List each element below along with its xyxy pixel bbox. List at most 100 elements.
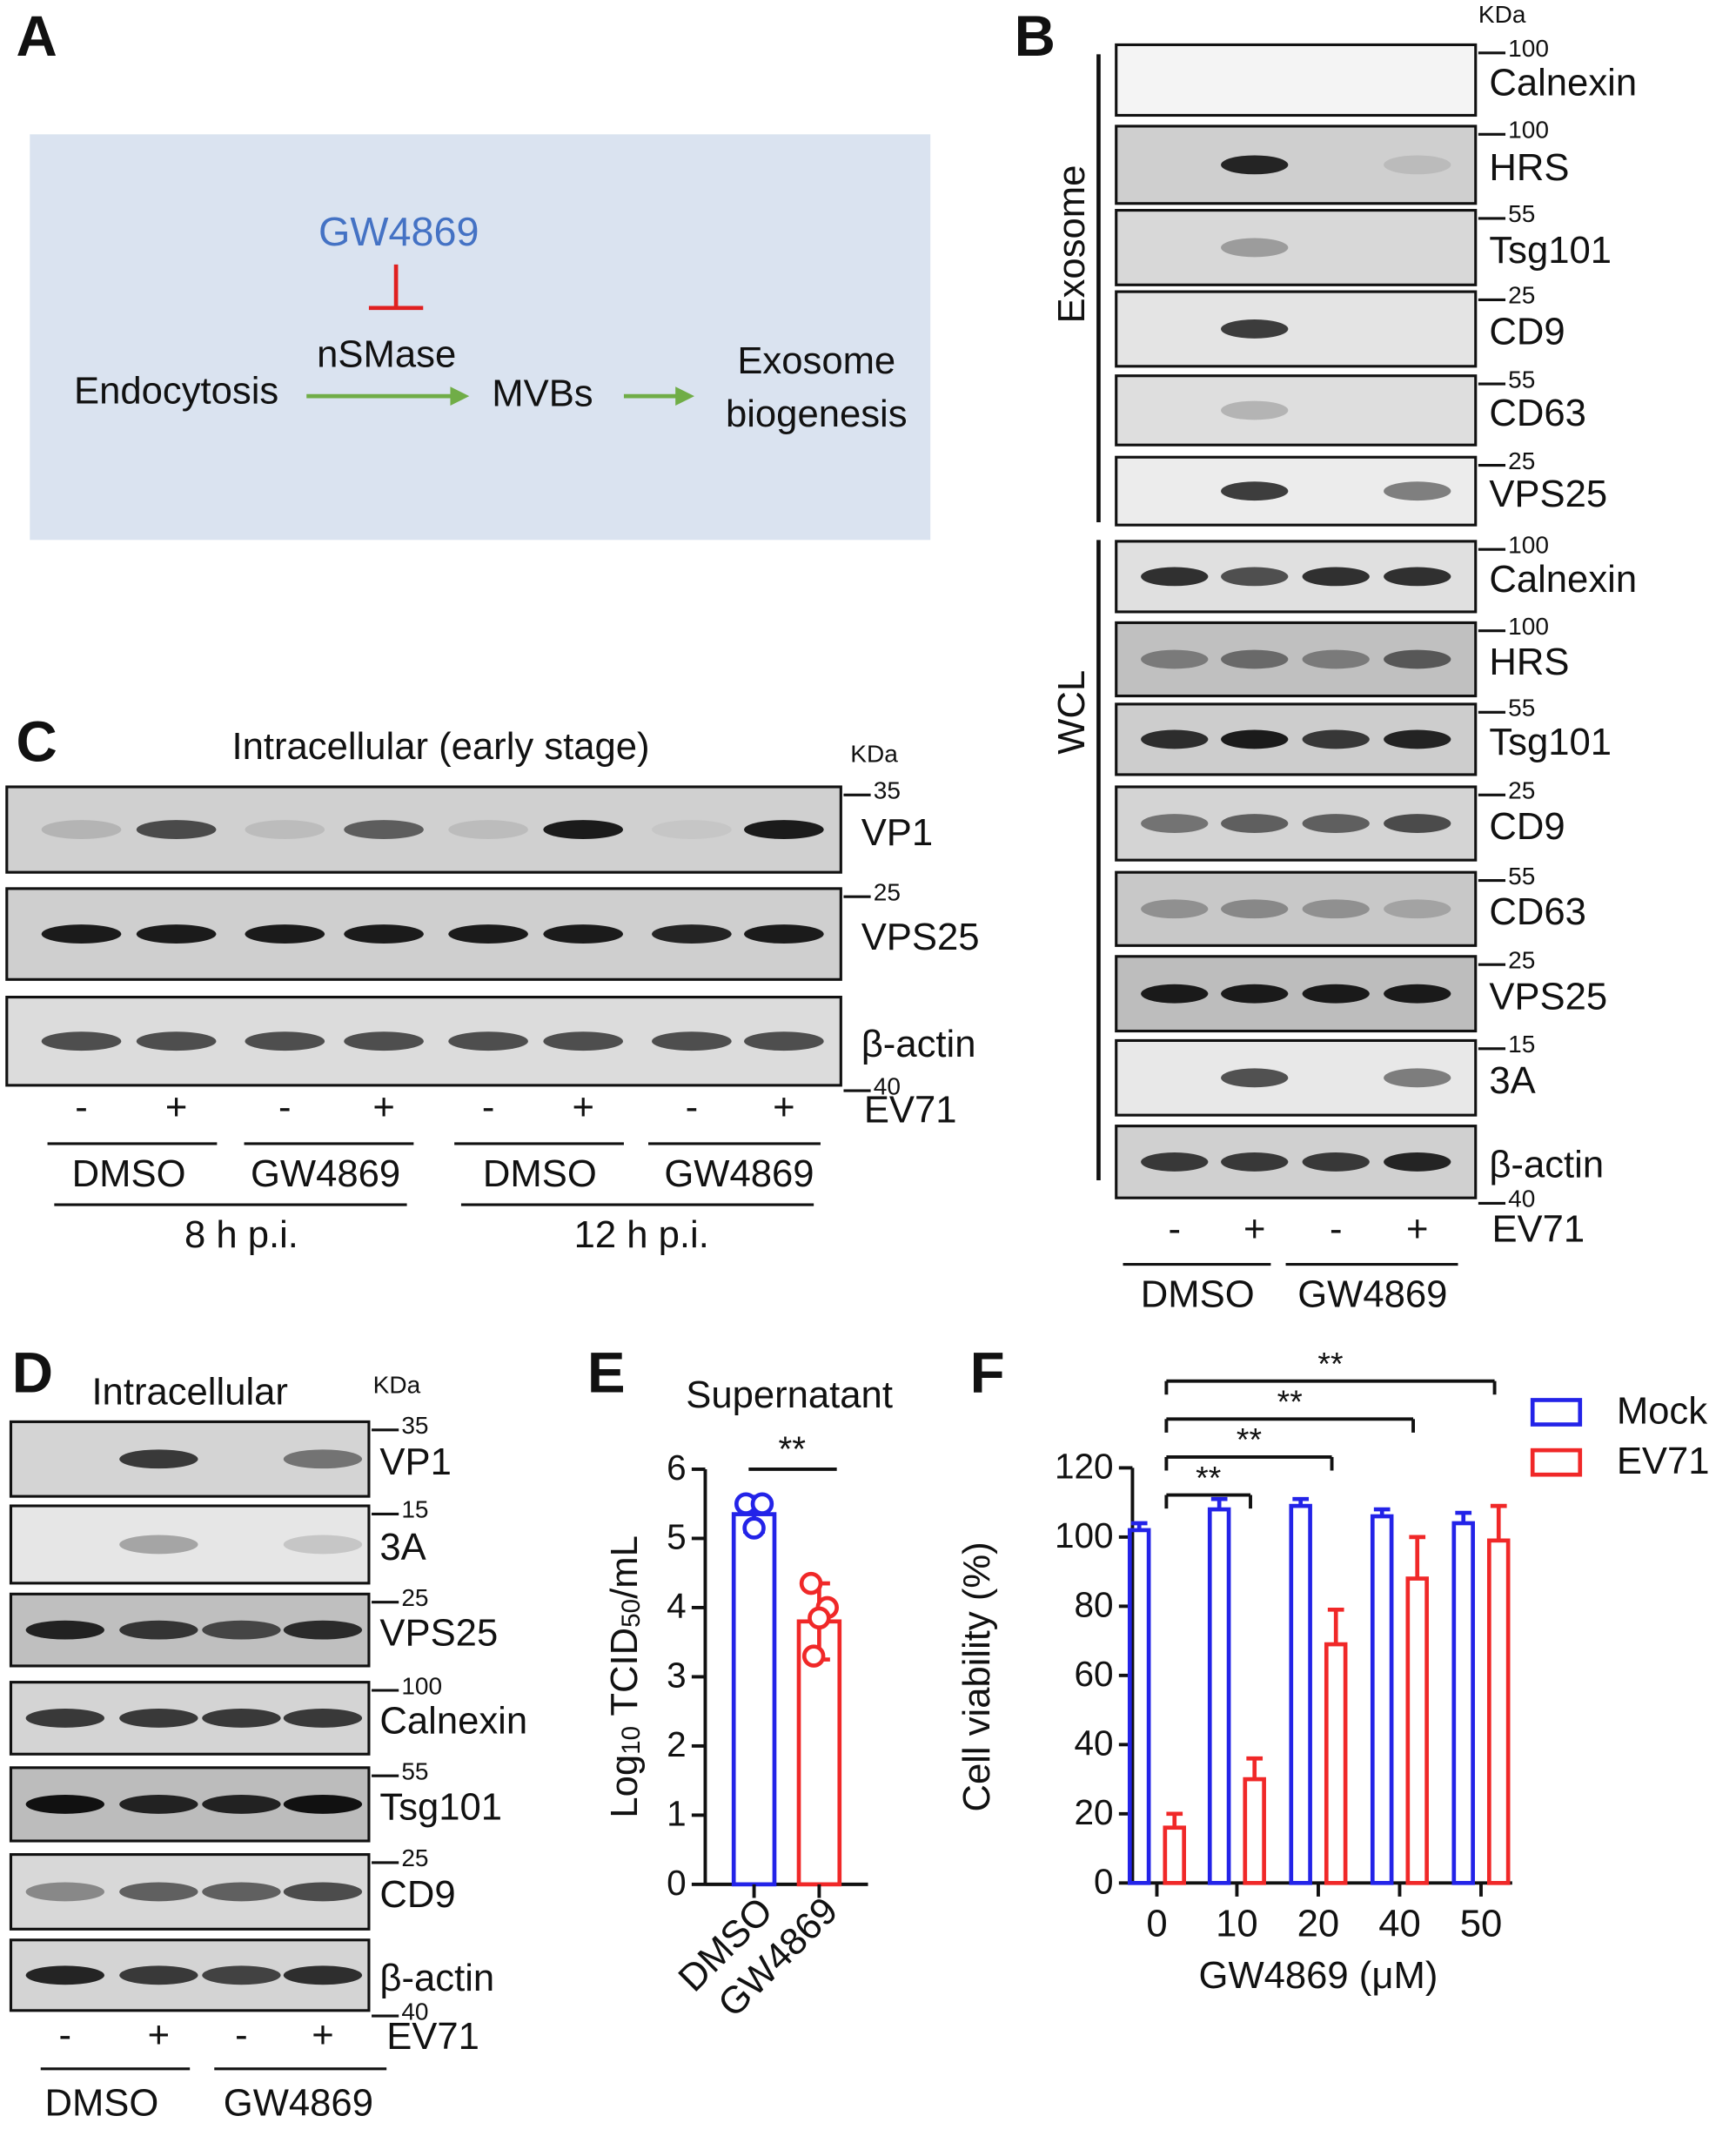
treatment: DMSO xyxy=(72,1152,186,1195)
band xyxy=(1302,899,1370,919)
marker-label: 100 xyxy=(1508,613,1549,640)
band xyxy=(1221,481,1289,501)
sign: - xyxy=(278,1085,292,1128)
band xyxy=(543,924,624,944)
x-tick-label: 20 xyxy=(1297,1903,1340,1945)
y-tick-label: 4 xyxy=(667,1586,687,1626)
x-tick-label: 0 xyxy=(1146,1903,1167,1945)
protein-label: CD9 xyxy=(379,1873,455,1916)
legend-label: Mock xyxy=(1617,1390,1707,1433)
band xyxy=(1221,400,1289,420)
band xyxy=(1141,1152,1209,1172)
protein-label: Calnexin xyxy=(379,1700,527,1743)
band xyxy=(1384,814,1451,833)
band xyxy=(1302,567,1370,587)
treatment: DMSO xyxy=(483,1152,597,1195)
protein-label: VP1 xyxy=(379,1441,451,1483)
band xyxy=(202,1965,281,1985)
band xyxy=(1221,984,1289,1004)
significance: ** xyxy=(1237,1421,1262,1458)
blot-strip xyxy=(9,1504,371,1585)
x-tick-label: 40 xyxy=(1378,1903,1421,1945)
bar xyxy=(1163,1825,1186,1885)
data-point xyxy=(801,1644,826,1668)
y-tick-label: 2 xyxy=(667,1724,687,1764)
step: MVBs xyxy=(492,373,593,415)
treatment: GW4869 xyxy=(1297,1273,1447,1316)
band xyxy=(41,924,122,944)
y-tick-label: 80 xyxy=(1075,1585,1114,1625)
marker-label: 15 xyxy=(401,1496,428,1523)
band xyxy=(1141,899,1209,919)
data-point xyxy=(799,1571,823,1595)
marker-label: 100 xyxy=(1508,35,1549,62)
band xyxy=(448,1031,528,1051)
band xyxy=(448,820,528,839)
band xyxy=(245,924,325,944)
sign: + xyxy=(312,2014,333,2057)
y-axis-label-part: 50 xyxy=(617,1599,646,1628)
y-tick-label: 40 xyxy=(1075,1723,1114,1763)
band xyxy=(1221,649,1289,669)
protein-label: VPS25 xyxy=(1489,473,1607,515)
marker-label: 100 xyxy=(1508,532,1549,559)
band xyxy=(1141,814,1209,833)
infection-label: EV71 xyxy=(864,1089,957,1132)
group-label: WCL xyxy=(1050,670,1093,755)
marker-label: 55 xyxy=(1508,695,1535,722)
protein-label: Calnexin xyxy=(1489,558,1637,601)
infection-label: EV71 xyxy=(1491,1208,1585,1251)
band xyxy=(136,1031,217,1051)
protein-label: VPS25 xyxy=(379,1611,498,1654)
y-tick-label: 120 xyxy=(1055,1447,1114,1487)
protein-label: CD9 xyxy=(1489,805,1565,848)
sign: - xyxy=(235,2014,248,2057)
protein-label: CD63 xyxy=(1489,890,1586,933)
bar xyxy=(1324,1642,1348,1885)
marker-label: 40 xyxy=(1508,1186,1535,1212)
treatment: DMSO xyxy=(1141,1273,1255,1316)
sign: - xyxy=(59,2014,72,2057)
x-tick-label: 50 xyxy=(1460,1903,1503,1945)
protein-label: 3A xyxy=(379,1526,426,1568)
panel-letter: C xyxy=(16,710,57,774)
bar xyxy=(1405,1576,1429,1885)
protein-label: Tsg101 xyxy=(1489,229,1612,272)
band xyxy=(652,924,732,944)
bar xyxy=(1289,1503,1312,1885)
sign: - xyxy=(1168,1208,1181,1251)
protein-label: HRS xyxy=(1489,641,1569,683)
y-tick-label: 3 xyxy=(667,1656,687,1696)
protein-label: HRS xyxy=(1489,146,1569,189)
blot-strip xyxy=(1115,209,1478,286)
group-label: Exosome xyxy=(1050,165,1093,324)
sign: + xyxy=(148,2014,170,2057)
band xyxy=(1302,1152,1370,1172)
band xyxy=(119,1449,198,1469)
band xyxy=(543,820,624,839)
step: biogenesis xyxy=(726,393,908,435)
legend-label: EV71 xyxy=(1617,1440,1710,1482)
blot-strip xyxy=(1115,870,1478,947)
band xyxy=(25,1882,104,1902)
unit: KDa xyxy=(373,1371,421,1398)
blot-title: Intracellular (early stage) xyxy=(232,725,650,768)
treatment: DMSO xyxy=(44,2081,158,2124)
significance: ** xyxy=(1277,1383,1303,1420)
marker-label: 25 xyxy=(401,1844,428,1871)
band xyxy=(202,1620,281,1640)
y-tick-label: 0 xyxy=(667,1863,687,1903)
data-point xyxy=(750,1492,774,1515)
treatment: GW4869 xyxy=(664,1152,814,1195)
sign: - xyxy=(1330,1208,1343,1251)
band xyxy=(1384,984,1451,1004)
bar xyxy=(731,1512,777,1887)
marker-label: 15 xyxy=(1508,1031,1535,1058)
y-axis-label: Cell viability (%) xyxy=(955,1542,998,1811)
band xyxy=(283,1709,363,1728)
band xyxy=(283,1620,363,1640)
sign: + xyxy=(572,1085,593,1128)
band xyxy=(25,1709,104,1728)
marker-label: 55 xyxy=(1508,863,1535,890)
band xyxy=(119,1535,198,1555)
